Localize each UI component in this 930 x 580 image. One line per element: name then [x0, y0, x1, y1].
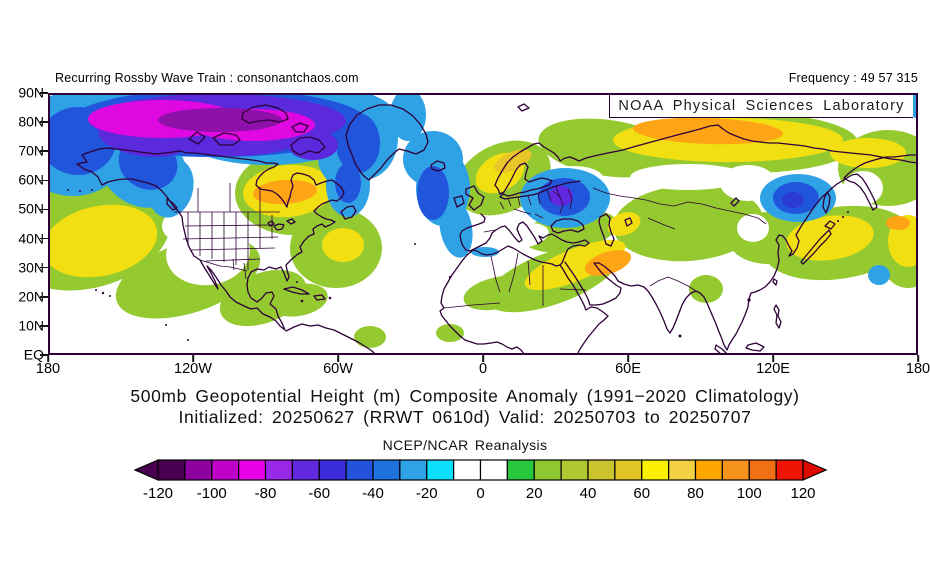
lat-tick-label: 40N [18, 230, 44, 247]
colorbar-segment [748, 459, 777, 481]
colorbar-tick-label: -80 [255, 485, 277, 502]
lat-tick-label: 20N [18, 288, 44, 305]
lat-tick-mark [40, 208, 48, 211]
lat-tick-label: 10N [18, 317, 44, 334]
coastlines [76, 103, 919, 356]
lat-tick-mark [40, 237, 48, 240]
lon-tick-mark [47, 355, 49, 362]
colorbar-segment [426, 459, 455, 481]
figure-subtitle: Initialized: 20250627 (RRWT 0610d) Valid… [178, 407, 752, 427]
lat-tick-mark [40, 150, 48, 153]
lat-tick-label: EQ [23, 346, 44, 363]
colorbar-tick-label: -20 [416, 485, 438, 502]
colorbar-segment [775, 459, 804, 481]
map-frame [48, 93, 918, 355]
colorbar-tick-label: 40 [580, 485, 597, 502]
colorbar-segment [721, 459, 750, 481]
lon-tick-mark [917, 355, 919, 362]
colorbar-segment [211, 459, 240, 481]
colorbar-tick-label: 60 [633, 485, 650, 502]
lat-tick-label: 60N [18, 172, 44, 189]
colorbar-tick-label: 20 [526, 485, 543, 502]
lat-tick-label: 30N [18, 259, 44, 276]
noaa-psl-label-box: NOAA Physical Sciences Laboratory [609, 95, 913, 118]
colorbar-tick-label: 120 [790, 485, 815, 502]
lat-tick-mark [40, 325, 48, 327]
lon-tick-label: 180 [35, 361, 61, 377]
lat-tick-label: 90N [18, 84, 44, 101]
lat-tick-label: 50N [18, 201, 44, 218]
colorbar-segment [345, 459, 374, 481]
positive-anomaly-moderate-shading [42, 118, 928, 291]
lon-tick-label: 60W [323, 361, 353, 377]
colorbar-segment [399, 459, 428, 481]
positive-anomaly-strong-shading [253, 117, 910, 276]
colorbar-tick-label: -100 [197, 485, 227, 502]
colorbar-segment [694, 459, 723, 481]
colorbar-segment [184, 459, 213, 481]
anomaly-map-canvas [4, 73, 930, 356]
colorbar-tick-label: -60 [308, 485, 330, 502]
colorbar-segment [506, 459, 535, 481]
colorbar-segment [238, 459, 267, 481]
lat-tick-mark [40, 92, 48, 94]
colorbar-segment [614, 459, 643, 481]
lat-tick-mark [40, 266, 48, 269]
colorbar-segment [157, 459, 186, 481]
anomaly-map [4, 73, 930, 356]
colorbar-segment [453, 459, 482, 481]
colorbar-segment [479, 459, 508, 481]
colorbar-segment [641, 459, 670, 481]
colorbar-tick-label: 80 [687, 485, 704, 502]
lat-tick-label: 70N [18, 142, 44, 159]
colorbar-tick-label: 0 [476, 485, 484, 502]
colorbar-tick-label: 100 [737, 485, 762, 502]
data-source-label: NCEP/NCAR Reanalysis [382, 437, 548, 453]
island-dots [67, 189, 849, 341]
lat-tick-label: 80N [18, 113, 44, 130]
colorbar-segment [291, 459, 320, 481]
colorbar-segment [668, 459, 697, 481]
east-europe-cell-core [549, 186, 573, 206]
colorbar-left-arrow [133, 459, 159, 481]
anomaly-colorbar: -120 -100 -80 -60 -40 -20 0 20 40 60 80 100 120 [133, 459, 828, 502]
lon-tick-label: 120W [174, 361, 212, 377]
positive-anomaly-deep-patch [494, 149, 532, 173]
lat-tick-mark [40, 295, 48, 298]
lat-tick-mark [40, 121, 48, 123]
attribution-note: Recurring Rossby Wave Train : consonantc… [55, 71, 359, 85]
lon-tick-label: 120E [756, 361, 790, 377]
colorbar-segment [372, 459, 401, 481]
lat-tick-mark [40, 354, 48, 356]
lon-tick-label: 60E [615, 361, 641, 377]
colorbar-right-arrow [802, 459, 828, 481]
lon-tick-label: 0 [478, 361, 488, 377]
lat-tick-mark [40, 179, 48, 182]
colorbar-segment [560, 459, 589, 481]
negative-anomaly-extreme-core [158, 108, 282, 132]
colorbar-segment [318, 459, 347, 481]
colorbar-tick-label: -120 [143, 485, 173, 502]
frequency-note: Frequency : 49 57 315 [788, 71, 918, 85]
lon-tick-mark [482, 355, 484, 362]
lon-tick-label: 180 [905, 361, 930, 377]
political-borders [174, 183, 767, 309]
lon-tick-mark [772, 355, 774, 362]
noaa-psl-label: NOAA Physical Sciences Laboratory [618, 98, 905, 114]
colorbar-tick-label: -40 [362, 485, 384, 502]
colorbar-segment [264, 459, 293, 481]
colorbar-segment [533, 459, 562, 481]
lon-tick-mark [337, 355, 339, 362]
lon-tick-mark [192, 355, 194, 362]
northeast-asia-cell-core [782, 192, 804, 208]
lon-tick-mark [627, 355, 629, 362]
figure-title: 500mb Geopotential Height (m) Composite … [130, 386, 800, 406]
colorbar-segment [587, 459, 616, 481]
